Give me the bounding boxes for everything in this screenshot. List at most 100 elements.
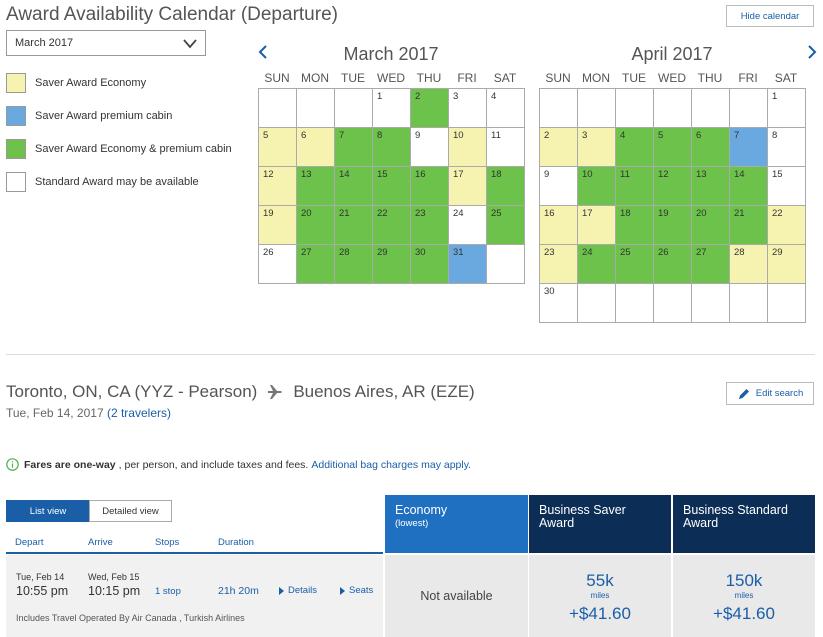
calendar-day[interactable]: 23: [411, 206, 449, 245]
calendar-day[interactable]: 2: [540, 128, 578, 167]
dow-label: SAT: [774, 71, 798, 85]
list-view-tab[interactable]: List view: [6, 500, 90, 522]
fare-header-business-saver[interactable]: Business Saver Award: [529, 495, 671, 553]
calendar-empty-cell: [259, 89, 297, 128]
legend-label: Saver Award Economy & premium cabin: [35, 143, 232, 155]
edit-search-button[interactable]: Edit search: [726, 382, 814, 405]
calendar-day[interactable]: 18: [487, 167, 525, 206]
flight-row: Tue, Feb 14 10:55 pm Wed, Feb 15 10:15 p…: [6, 555, 383, 637]
calendar-day[interactable]: 21: [730, 206, 768, 245]
calendar-day[interactable]: 24: [449, 206, 487, 245]
hide-calendar-button[interactable]: Hide calendar: [726, 5, 814, 27]
calendar-day[interactable]: 5: [654, 128, 692, 167]
travelers-link[interactable]: (2 travelers): [106, 406, 171, 420]
calendar-day[interactable]: 6: [297, 128, 335, 167]
fare-header-business-standard[interactable]: Business Standard Award: [673, 495, 815, 553]
calendar-day[interactable]: 9: [411, 128, 449, 167]
calendar-day[interactable]: 1: [373, 89, 411, 128]
detailed-view-tab[interactable]: Detailed view: [89, 500, 172, 522]
calendar-day[interactable]: 12: [654, 167, 692, 206]
calendar-day[interactable]: 31: [449, 245, 487, 284]
calendar-day[interactable]: 18: [616, 206, 654, 245]
calendar-day[interactable]: 11: [487, 128, 525, 167]
fare-header-title: Economy: [395, 503, 448, 517]
calendar-day[interactable]: 2: [411, 89, 449, 128]
calendar-day[interactable]: 12: [259, 167, 297, 206]
fare-cell-business-saver[interactable]: 55k miles +$41.60: [529, 555, 671, 637]
calendar-day[interactable]: 4: [487, 89, 525, 128]
route-heading: Toronto, ON, CA (YYZ - Pearson) Buenos A…: [6, 382, 475, 402]
calendar-day[interactable]: 14: [730, 167, 768, 206]
calendar-day[interactable]: 7: [730, 128, 768, 167]
calendar-day[interactable]: 7: [335, 128, 373, 167]
calendar-day[interactable]: 10: [449, 128, 487, 167]
info-icon: [6, 458, 19, 471]
calendar-day[interactable]: 29: [373, 245, 411, 284]
calendar-day[interactable]: 4: [616, 128, 654, 167]
fare-cell-business-standard[interactable]: 150k miles +$41.60: [673, 555, 815, 637]
legend-item: Saver Award Economy: [6, 73, 146, 93]
calendar-day[interactable]: 14: [335, 167, 373, 206]
legend-label: Saver Award premium cabin: [35, 110, 173, 122]
calendar-day[interactable]: 11: [616, 167, 654, 206]
tax-amount: +$41.60: [569, 604, 631, 623]
calendar-day[interactable]: 6: [692, 128, 730, 167]
page-title: Award Availability Calendar (Departure): [6, 4, 338, 25]
calendar-day[interactable]: 13: [692, 167, 730, 206]
calendar-day[interactable]: 19: [654, 206, 692, 245]
calendar-day[interactable]: 27: [692, 245, 730, 284]
calendar-day[interactable]: 29: [768, 245, 806, 284]
calendar-day[interactable]: 13: [297, 167, 335, 206]
calendar-empty-cell: [654, 89, 692, 128]
calendar-day[interactable]: 28: [730, 245, 768, 284]
calendar-day[interactable]: 28: [335, 245, 373, 284]
calendar-empty-cell: [540, 89, 578, 128]
calendar-day[interactable]: 15: [373, 167, 411, 206]
seats-link[interactable]: Seats: [340, 585, 373, 596]
stops-link[interactable]: 1 stop: [155, 586, 181, 597]
calendar-day[interactable]: 20: [297, 206, 335, 245]
calendar-day[interactable]: 22: [768, 206, 806, 245]
calendar-day[interactable]: 8: [373, 128, 411, 167]
calendar-day[interactable]: 26: [654, 245, 692, 284]
calendar-day[interactable]: 25: [616, 245, 654, 284]
bag-charges-link[interactable]: Additional bag charges may apply.: [311, 458, 472, 471]
calendar-day[interactable]: 23: [540, 245, 578, 284]
calendar-day[interactable]: 19: [259, 206, 297, 245]
calendar-day[interactable]: 17: [578, 206, 616, 245]
calendar-day[interactable]: 22: [373, 206, 411, 245]
chevron-right-icon[interactable]: [806, 44, 818, 60]
column-arrive[interactable]: Arrive: [88, 537, 113, 548]
calendar-day[interactable]: 3: [578, 128, 616, 167]
calendar-day[interactable]: 16: [540, 206, 578, 245]
calendar-day[interactable]: 27: [297, 245, 335, 284]
calendar-day[interactable]: 17: [449, 167, 487, 206]
column-stops[interactable]: Stops: [155, 537, 180, 548]
calendar-day[interactable]: 1: [768, 89, 806, 128]
calendar-day[interactable]: 21: [335, 206, 373, 245]
calendar-day[interactable]: 26: [259, 245, 297, 284]
chevron-left-icon[interactable]: [257, 44, 269, 60]
calendar-empty-cell: [297, 89, 335, 128]
calendar-empty-cell: [335, 89, 373, 128]
calendar-day[interactable]: 30: [540, 284, 578, 323]
calendar-day[interactable]: 20: [692, 206, 730, 245]
route-date: Tue, Feb 14, 2017: [6, 406, 104, 420]
calendar-day[interactable]: 25: [487, 206, 525, 245]
column-duration[interactable]: Duration: [218, 537, 254, 548]
details-link[interactable]: Details: [279, 585, 317, 596]
month-select[interactable]: March 2017: [6, 30, 206, 56]
calendar-day[interactable]: 30: [411, 245, 449, 284]
calendar-day[interactable]: 24: [578, 245, 616, 284]
route-origin: Toronto, ON, CA (YYZ - Pearson): [6, 382, 258, 401]
calendar-day[interactable]: 15: [768, 167, 806, 206]
fare-header-economy[interactable]: Economy (lowest): [385, 495, 528, 553]
calendar-day[interactable]: 10: [578, 167, 616, 206]
calendar-day[interactable]: 5: [259, 128, 297, 167]
column-depart[interactable]: Depart: [15, 537, 44, 548]
dow-label: THU: [697, 71, 723, 85]
calendar-day[interactable]: 8: [768, 128, 806, 167]
calendar-day[interactable]: 9: [540, 167, 578, 206]
calendar-day[interactable]: 16: [411, 167, 449, 206]
calendar-day[interactable]: 3: [449, 89, 487, 128]
